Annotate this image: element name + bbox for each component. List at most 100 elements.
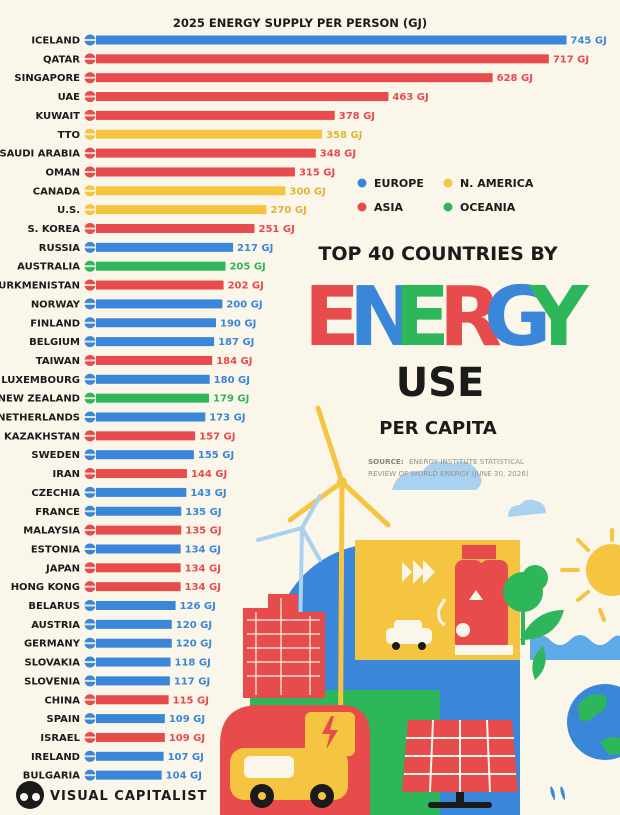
sun-icon [560,528,620,622]
flag-icon [84,581,96,593]
source-line1: ENERGY INSTITUTE STATISTICAL [409,457,524,466]
value-label: 745 GJ [571,36,607,47]
flag-icon [84,656,96,668]
value-label: 155 GJ [198,450,234,461]
value-label: 143 GJ [190,488,226,499]
legend-label: ASIA [374,201,404,214]
bar [96,525,182,535]
value-label: 628 GJ [497,73,533,84]
country-label: BELGIUM [29,337,80,348]
drop-icon [560,786,565,800]
cloud-icon [392,461,482,490]
value-label: 179 GJ [213,394,249,405]
earth-icon [567,684,620,760]
bar [96,280,224,290]
bar [96,469,187,479]
flag-icon [84,279,96,291]
legend-item: EUROPE [357,177,424,190]
bar-row: AUSTRALIA 205 GJ [17,260,266,273]
country-label: MALAYSIA [23,526,80,537]
bar [96,148,316,158]
energy-illustration [220,405,620,815]
bar-row: KUWAIT 378 GJ [35,109,375,122]
flag-icon [84,449,96,461]
bar-row: CZECHIA 143 GJ [31,486,227,499]
bar-row: QATAR 717 GJ [43,53,589,65]
tree-icon [503,565,548,645]
flag-icon [84,147,96,159]
legend-item: N. AMERICA [443,177,534,190]
bar [96,355,213,365]
bar [96,242,234,252]
chart-title: 2025 ENERGY SUPPLY PER PERSON (GJ) [173,16,427,30]
value-label: 118 GJ [175,658,211,669]
bar [96,299,223,309]
bar [96,676,170,686]
flag-icon [84,468,96,480]
flag-icon [84,91,96,103]
flag-icon [84,373,96,385]
headline-top: TOP 40 COUNTRIES BY [318,243,558,265]
bar-row: JAPAN 134 GJ [45,562,221,574]
bar [96,563,181,573]
country-label: BELARUS [28,601,80,612]
country-label: TAIWAN [36,356,80,367]
value-label: 115 GJ [173,695,209,706]
value-label: 300 GJ [289,186,325,197]
value-label: 378 GJ [339,111,375,122]
flag-icon [84,750,96,762]
country-label: SWEDEN [31,450,80,461]
value-label: 251 GJ [259,224,295,235]
energy-letter: E [304,270,360,365]
country-label: GERMANY [24,639,81,650]
bar-row: NEW ZEALAND 179 GJ [0,392,249,405]
leaf-icon [520,610,564,640]
bar-row: OMAN 315 GJ [45,166,335,178]
flag-icon [84,392,96,404]
bar [96,770,162,780]
flag-icon [84,241,96,253]
country-label: TURKMENISTAN [0,281,80,292]
city-buildings [243,594,325,698]
country-label: CANADA [33,186,80,197]
country-label: ISRAEL [40,733,80,744]
bar [96,54,549,64]
country-label: BULGARIA [23,771,80,782]
bar-row: HONG KONG 134 GJ [11,581,221,593]
bar-row: SAUDI ARABIA 348 GJ [0,147,356,160]
bar [96,506,182,516]
bar-row: TTO 358 GJ [58,128,362,141]
bar-row: SLOVAKIA 118 GJ [25,656,211,669]
bar-row: TURKMENISTAN 202 GJ [0,279,264,292]
bar-row: BELARUS 126 GJ [28,600,216,612]
flag-icon [84,185,96,197]
bar [96,638,172,648]
bar-row: SLOVENIA 117 GJ [24,675,210,687]
bar-row: MALAYSIA 135 GJ [23,524,222,537]
bar-row: CHINA 115 GJ [44,694,209,706]
cloud-icon [508,499,546,517]
flag-icon [84,637,96,649]
country-label: TTO [58,130,80,141]
country-label: S. KOREA [27,224,80,235]
flag-icon [84,128,96,140]
country-label: KAZAKHSTAN [4,431,80,442]
value-label: 358 GJ [326,130,362,141]
bar [96,73,493,83]
energy-letter: N [349,270,418,365]
country-label: SAUDI ARABIA [0,149,80,160]
bar [96,92,389,102]
bar [96,601,176,610]
bar-row: TAIWAN 184 GJ [36,354,253,367]
value-label: 184 GJ [216,356,252,367]
brand-name: VISUAL CAPITALIST [50,789,208,804]
bar [96,35,567,45]
bar-row: IRAN 144 GJ [52,468,227,480]
flag-icon [84,317,96,329]
bar [96,450,194,460]
bar-row: ISRAEL 109 GJ [40,731,205,744]
waves [530,635,620,660]
flag-icon [84,694,96,706]
value-label: 135 GJ [185,526,221,537]
value-label: 205 GJ [229,262,265,273]
